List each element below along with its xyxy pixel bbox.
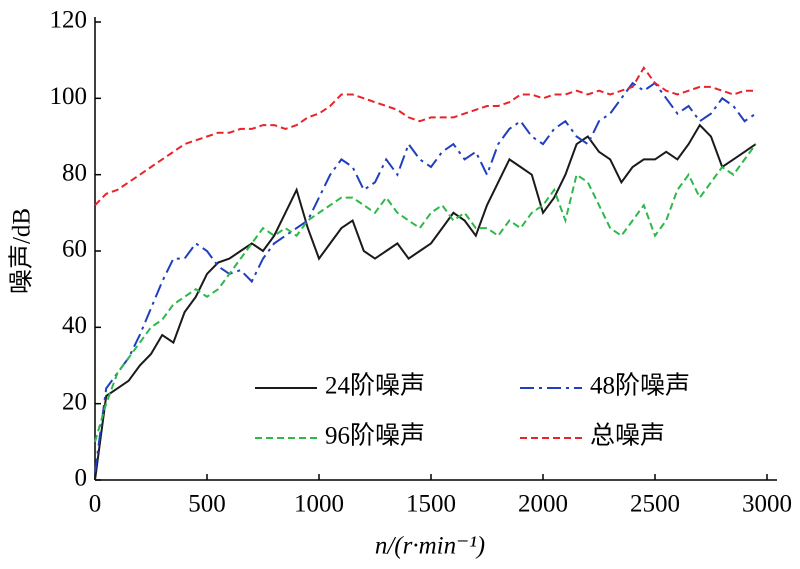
x-tick-label: 500	[188, 491, 226, 518]
x-tick-label: 1500	[406, 491, 456, 518]
y-tick-label: 80	[62, 159, 87, 186]
legend-label: 96阶噪声	[325, 422, 425, 450]
legend: 24阶噪声 48阶噪声 96阶噪声 总噪声	[255, 372, 690, 450]
legend-label: 总噪声	[590, 422, 665, 450]
y-tick-label: 20	[62, 388, 87, 415]
y-tick-label: 0	[75, 465, 88, 492]
x-tick-label: 3000	[742, 491, 792, 518]
x-tick-label: 1000	[294, 491, 344, 518]
legend-label: 48阶噪声	[590, 372, 690, 400]
y-axis-label: 噪声/dB	[8, 208, 36, 294]
legend-label: 24阶噪声	[325, 372, 425, 400]
series-line	[94, 143, 757, 443]
x-tick-label: 2500	[630, 491, 680, 518]
y-tick-label: 120	[50, 7, 88, 34]
series-line	[94, 123, 757, 481]
y-tick-label: 40	[62, 312, 87, 339]
x-tick-label: 0	[89, 491, 102, 518]
series-line	[94, 81, 757, 473]
x-tick-label: 2000	[518, 491, 568, 518]
x-axis-label: n/(r·min⁻¹)	[375, 533, 485, 560]
series-line	[94, 65, 756, 206]
y-tick-label: 100	[50, 83, 88, 110]
y-tick-label: 60	[62, 236, 87, 263]
